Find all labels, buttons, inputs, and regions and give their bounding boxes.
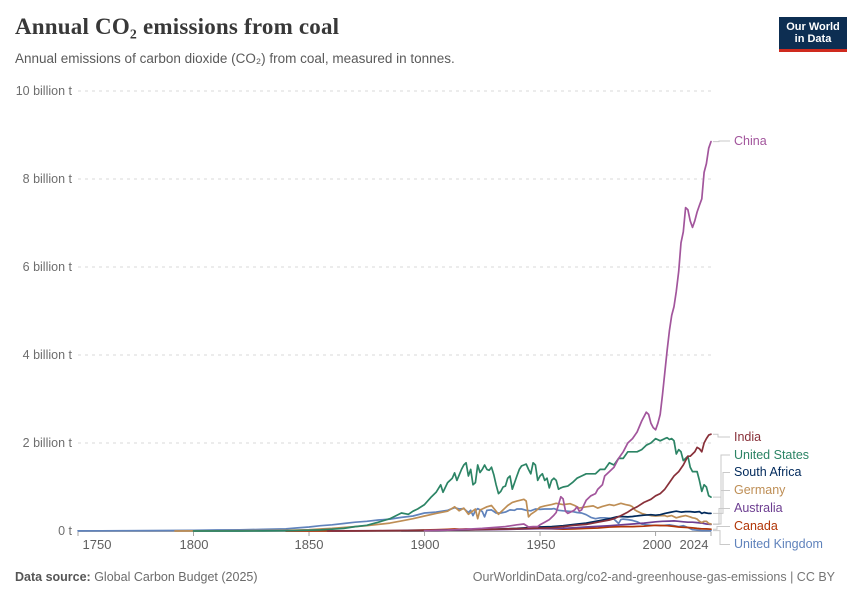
legend-connector-india <box>713 433 730 438</box>
owid-logo-line2: in Data <box>794 33 832 45</box>
legend-connector-canada <box>713 526 730 530</box>
data-source: Data source: Global Carbon Budget (2025) <box>15 570 258 584</box>
owid-logo-line1: Our World <box>786 20 840 33</box>
line-united-kingdom[interactable] <box>77 506 712 532</box>
x-tick-2000: 2000 <box>642 537 672 552</box>
y-tick-8b: 8 billion t <box>22 172 72 186</box>
x-tick-1850: 1850 <box>294 537 324 552</box>
line-india[interactable] <box>326 433 712 532</box>
y-tick-6b: 6 billion t <box>22 260 72 274</box>
y-tick-0: 0 t <box>58 524 72 538</box>
legend-label-south-africa[interactable]: South Africa <box>734 465 802 479</box>
legend-connector-united-states <box>713 454 730 498</box>
legend-label-australia[interactable]: Australia <box>734 501 783 515</box>
legend-label-united-kingdom[interactable]: United Kingdom <box>734 537 823 551</box>
y-tick-10b: 10 billion t <box>15 84 72 98</box>
legend-label-germany[interactable]: Germany <box>734 483 786 497</box>
chart-title: Annual CO₂ emissions from coal <box>15 14 340 39</box>
legend-label-india[interactable]: India <box>734 430 762 444</box>
legend-label-china[interactable]: China <box>734 134 767 148</box>
legend-label-canada[interactable]: Canada <box>734 519 778 533</box>
owid-link[interactable]: OurWorldinData.org/co2-and-greenhouse-ga… <box>472 570 835 584</box>
y-tick-2b: 2 billion t <box>22 436 72 450</box>
data-source-text: Global Carbon Budget (2025) <box>90 570 258 584</box>
chart-subtitle: Annual emissions of carbon dioxide (CO₂)… <box>15 51 455 66</box>
legend-connector-germany <box>713 490 730 525</box>
x-tick-1900: 1900 <box>410 537 440 552</box>
x-tick-1750: 1750 <box>82 537 112 552</box>
line-germany[interactable] <box>174 498 712 532</box>
x-tick-1950: 1950 <box>526 537 556 552</box>
owid-logo: Our World in Data <box>779 17 847 52</box>
line-united-states[interactable] <box>192 436 712 532</box>
x-tick-2024: 2024 <box>679 537 709 552</box>
data-source-label: Data source: <box>15 570 91 584</box>
legend-connector-china <box>713 140 730 143</box>
line-china[interactable] <box>423 140 712 532</box>
legend-connector-united-kingdom <box>713 530 730 545</box>
legend-label-united-states[interactable]: United States <box>734 448 810 462</box>
legend-connector-south-africa <box>713 472 730 514</box>
y-tick-4b: 4 billion t <box>22 348 72 362</box>
x-tick-1800: 1800 <box>179 537 209 552</box>
